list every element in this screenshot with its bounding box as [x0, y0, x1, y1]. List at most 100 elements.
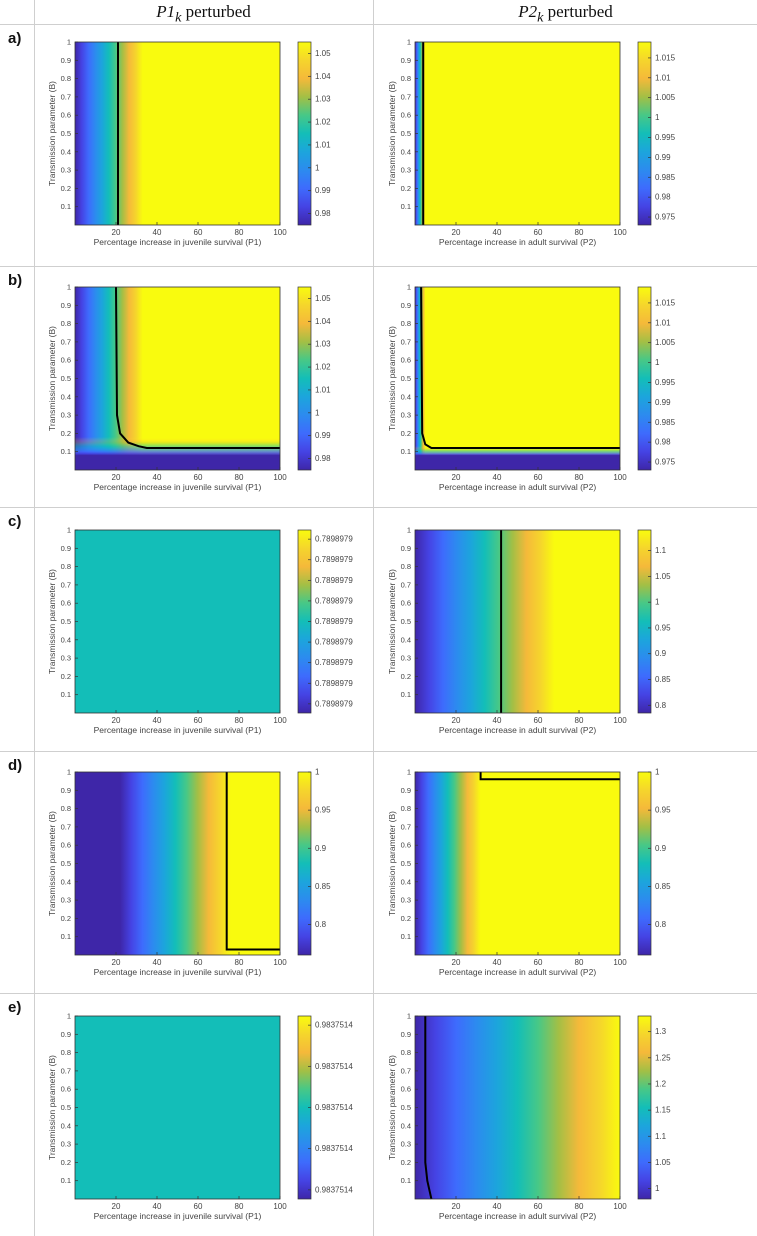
x-tick-label: 80 — [575, 716, 584, 725]
y-tick-label: 0.3 — [401, 896, 411, 905]
colorbar-tick-label: 0.98 — [315, 454, 331, 463]
x-tick-label: 20 — [112, 958, 121, 967]
y-axis-label: Transmission parameter (B) — [387, 569, 397, 674]
colorbar-tick-label: 0.7898979 — [315, 699, 353, 708]
y-tick-label: 0.8 — [61, 804, 71, 813]
colorbar-tick-label: 0.985 — [655, 418, 676, 427]
colorbar-tick-label: 1.02 — [315, 363, 331, 372]
colorbar-tick-label: 1.1 — [655, 1132, 667, 1141]
colorbar-tick-label: 1.04 — [315, 317, 331, 326]
x-tick-label: 60 — [534, 958, 543, 967]
y-tick-label: 0.4 — [61, 147, 71, 156]
colorbar-tick-label: 0.9 — [315, 844, 327, 853]
x-tick-label: 20 — [452, 1202, 461, 1211]
y-tick-label: 0.5 — [401, 1103, 411, 1112]
y-tick-label: 0.7 — [61, 337, 71, 346]
y-tick-label: 0.4 — [61, 877, 71, 886]
y-tick-label: 0.5 — [61, 617, 71, 626]
row-label-b: b) — [8, 272, 23, 289]
colorbar-tick-label: 0.99 — [655, 153, 671, 162]
contour-line — [420, 286, 620, 449]
colorbar-tick-label: 0.8 — [655, 920, 667, 929]
column-divider — [373, 0, 374, 1236]
row-divider — [0, 24, 757, 25]
x-tick-label: 40 — [493, 228, 502, 237]
y-axis-label: Transmission parameter (B) — [47, 81, 57, 186]
heatmap-panel-d1: 0.1 0.2 0.3 0.4 0.5 0.6 0.7 0.8 0.9 1 20 40 60 80 100 P… — [47, 768, 331, 978]
y-tick-label: 0.7 — [401, 1066, 411, 1075]
y-tick-label: 0.8 — [401, 319, 411, 328]
y-tick-label: 0.2 — [401, 184, 411, 193]
colorbar-tick-label: 1 — [655, 768, 660, 777]
x-axis-label: Percentage increase in adult survival (P… — [439, 237, 596, 247]
y-tick-label: 0.9 — [61, 544, 71, 553]
x-tick-label: 40 — [153, 716, 162, 725]
row-divider — [0, 751, 757, 752]
colorbar-tick-label: 0.975 — [655, 458, 676, 467]
colorbar-tick-label: 1 — [655, 1184, 660, 1193]
row-label-a: a) — [8, 30, 22, 47]
x-tick-label: 80 — [235, 716, 244, 725]
y-tick-label: 0.3 — [61, 166, 71, 175]
y-tick-label: 0.1 — [61, 447, 71, 456]
y-tick-label: 0.4 — [401, 635, 411, 644]
x-tick-label: 20 — [112, 716, 121, 725]
colorbar-tick-label: 1.1 — [655, 546, 667, 555]
y-tick-label: 0.6 — [61, 1085, 71, 1094]
colorbar-tick-label: 0.7898979 — [315, 617, 353, 626]
y-tick-label: 0.9 — [401, 544, 411, 553]
y-tick-label: 0.4 — [61, 1121, 71, 1130]
y-tick-label: 0.6 — [61, 599, 71, 608]
colorbar-tick-label: 0.7898979 — [315, 576, 353, 585]
y-tick-label: 0.4 — [401, 877, 411, 886]
heatmap-field — [75, 772, 280, 955]
colorbar-tick-label: 1.15 — [655, 1106, 671, 1115]
y-tick-label: 0.8 — [401, 562, 411, 571]
colorbar-tick-label: 0.975 — [655, 213, 676, 222]
colorbar-tick-label: 1.005 — [655, 93, 676, 102]
colorbar-tick-label: 0.7898979 — [315, 555, 353, 564]
heatmap-panel-c2: 0.1 0.2 0.3 0.4 0.5 0.6 0.7 0.8 0.9 1 20 40 60 80 100 P… — [387, 526, 671, 736]
y-axis-label: Transmission parameter (B) — [387, 811, 397, 916]
row-label-d: d) — [8, 757, 23, 774]
x-tick-label: 20 — [452, 228, 461, 237]
y-tick-label: 0.3 — [61, 896, 71, 905]
y-tick-label: 0.2 — [401, 914, 411, 923]
y-axis-label: Transmission parameter (B) — [47, 811, 57, 916]
y-tick-label: 0.6 — [401, 599, 411, 608]
x-tick-label: 40 — [493, 1202, 502, 1211]
colorbar-tick-label: 0.99 — [315, 431, 331, 440]
colorbar-tick-label: 0.85 — [655, 675, 671, 684]
y-tick-label: 0.5 — [401, 617, 411, 626]
y-tick-label: 0.4 — [401, 147, 411, 156]
colorbar-tick-label: 0.95 — [655, 623, 671, 632]
colorbar-tick-label: 0.9 — [655, 844, 667, 853]
y-tick-label: 0.1 — [61, 202, 71, 211]
x-tick-label: 40 — [493, 473, 502, 482]
contour-line — [479, 772, 620, 781]
y-tick-label: 0.6 — [61, 111, 71, 120]
x-axis-label: Percentage increase in juvenile survival… — [94, 725, 262, 735]
y-tick-label: 0.3 — [61, 1140, 71, 1149]
heatmap-panel-a2: 0.1 0.2 0.3 0.4 0.5 0.6 0.7 0.8 0.9 1 20 40 60 80 100 P… — [387, 38, 676, 248]
colorbar-tick-label: 0.995 — [655, 133, 676, 142]
x-tick-label: 100 — [613, 1202, 627, 1211]
x-tick-label: 60 — [194, 228, 203, 237]
colorbar — [637, 771, 652, 956]
x-axis-label: Percentage increase in juvenile survival… — [94, 1211, 262, 1221]
y-tick-label: 1 — [67, 1012, 71, 1021]
y-tick-label: 0.1 — [401, 447, 411, 456]
colorbar-tick-label: 0.985 — [655, 173, 676, 182]
y-tick-label: 0.6 — [401, 1085, 411, 1094]
y-tick-label: 0.2 — [61, 914, 71, 923]
x-tick-label: 100 — [613, 716, 627, 725]
colorbar-tick-label: 0.85 — [315, 882, 331, 891]
heatmap-field — [415, 1016, 620, 1199]
y-tick-label: 0.7 — [61, 580, 71, 589]
x-tick-label: 20 — [112, 228, 121, 237]
colorbar — [637, 1015, 652, 1200]
colorbar — [297, 41, 312, 226]
column-header-p1: P1k perturbed — [156, 2, 251, 26]
y-tick-label: 0.1 — [61, 1176, 71, 1185]
